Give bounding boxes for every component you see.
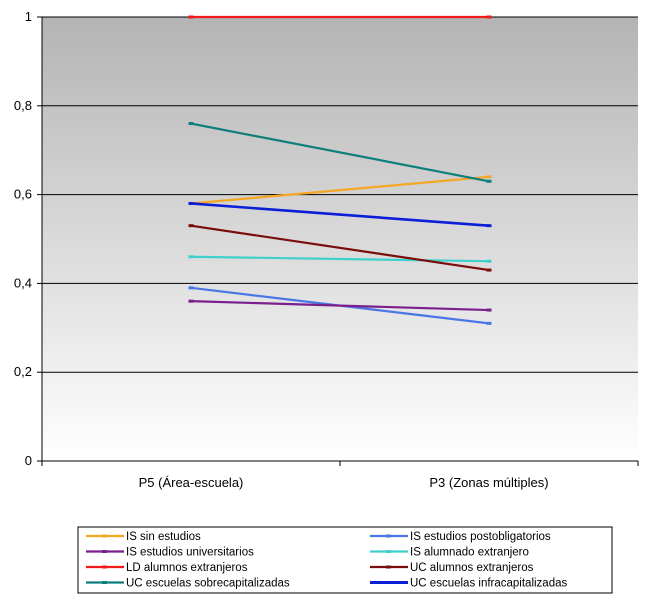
legend-label: IS estudios universitarios — [126, 547, 254, 559]
y-tick-label: 0,4 — [14, 275, 32, 290]
series-line — [190, 175, 490, 205]
data-point — [188, 15, 194, 19]
data-point — [188, 201, 194, 205]
legend: IS sin estudios IS estudios postobligator… — [77, 526, 613, 594]
legend-label: IS sin estudios — [126, 531, 201, 543]
data-point — [188, 286, 194, 290]
legend-marker — [386, 550, 391, 553]
legend-marker — [102, 581, 107, 584]
legend-marker — [102, 565, 107, 569]
legend-marker — [386, 565, 391, 569]
legend-label: UC escuelas sobrecapitalizadas — [126, 578, 290, 590]
legend-marker — [386, 581, 391, 584]
data-point — [486, 179, 492, 183]
series-line — [190, 300, 490, 312]
series-line — [190, 255, 490, 263]
legend-box — [77, 526, 613, 594]
series-line — [190, 202, 490, 227]
plot-area — [42, 17, 638, 461]
series-line — [190, 224, 490, 272]
legend-label: IS alumnado extranjero — [410, 547, 529, 559]
y-tick-label: 0,8 — [14, 98, 32, 113]
data-point — [188, 224, 194, 228]
data-point — [486, 308, 492, 312]
legend-marker — [102, 534, 107, 538]
series-lines — [188, 15, 492, 325]
y-tick-label: 0 — [25, 453, 32, 468]
data-point — [486, 321, 492, 325]
data-point — [486, 268, 492, 272]
data-point — [188, 255, 194, 259]
axes: 0 0,2 0,4 0,6 0,8 1 P5 (Área-escuela) P3 (Zonas… — [14, 9, 639, 490]
legend-label: UC alumnos extranjeros — [410, 562, 534, 574]
legend-label: IS estudios postobligatorios — [410, 531, 551, 543]
data-point — [188, 299, 194, 303]
data-point — [486, 224, 492, 228]
y-tick-label: 1 — [25, 9, 32, 24]
y-tick-label: 0,6 — [14, 187, 32, 202]
data-point — [486, 259, 492, 263]
legend-marker — [102, 550, 107, 553]
x-tick-label: P3 (Zonas múltiples) — [429, 475, 548, 490]
legend-marker — [386, 534, 391, 538]
legend-label: LD alumnos extranjeros — [126, 562, 248, 574]
data-point — [486, 175, 492, 179]
legend-label: UC escuelas infracapitalizadas — [410, 578, 567, 590]
x-tick-label: P5 (Área-escuela) — [139, 475, 244, 490]
y-tick-label: 0,2 — [14, 364, 32, 379]
data-point — [486, 15, 492, 19]
data-point — [188, 122, 194, 126]
series-line — [190, 122, 490, 183]
